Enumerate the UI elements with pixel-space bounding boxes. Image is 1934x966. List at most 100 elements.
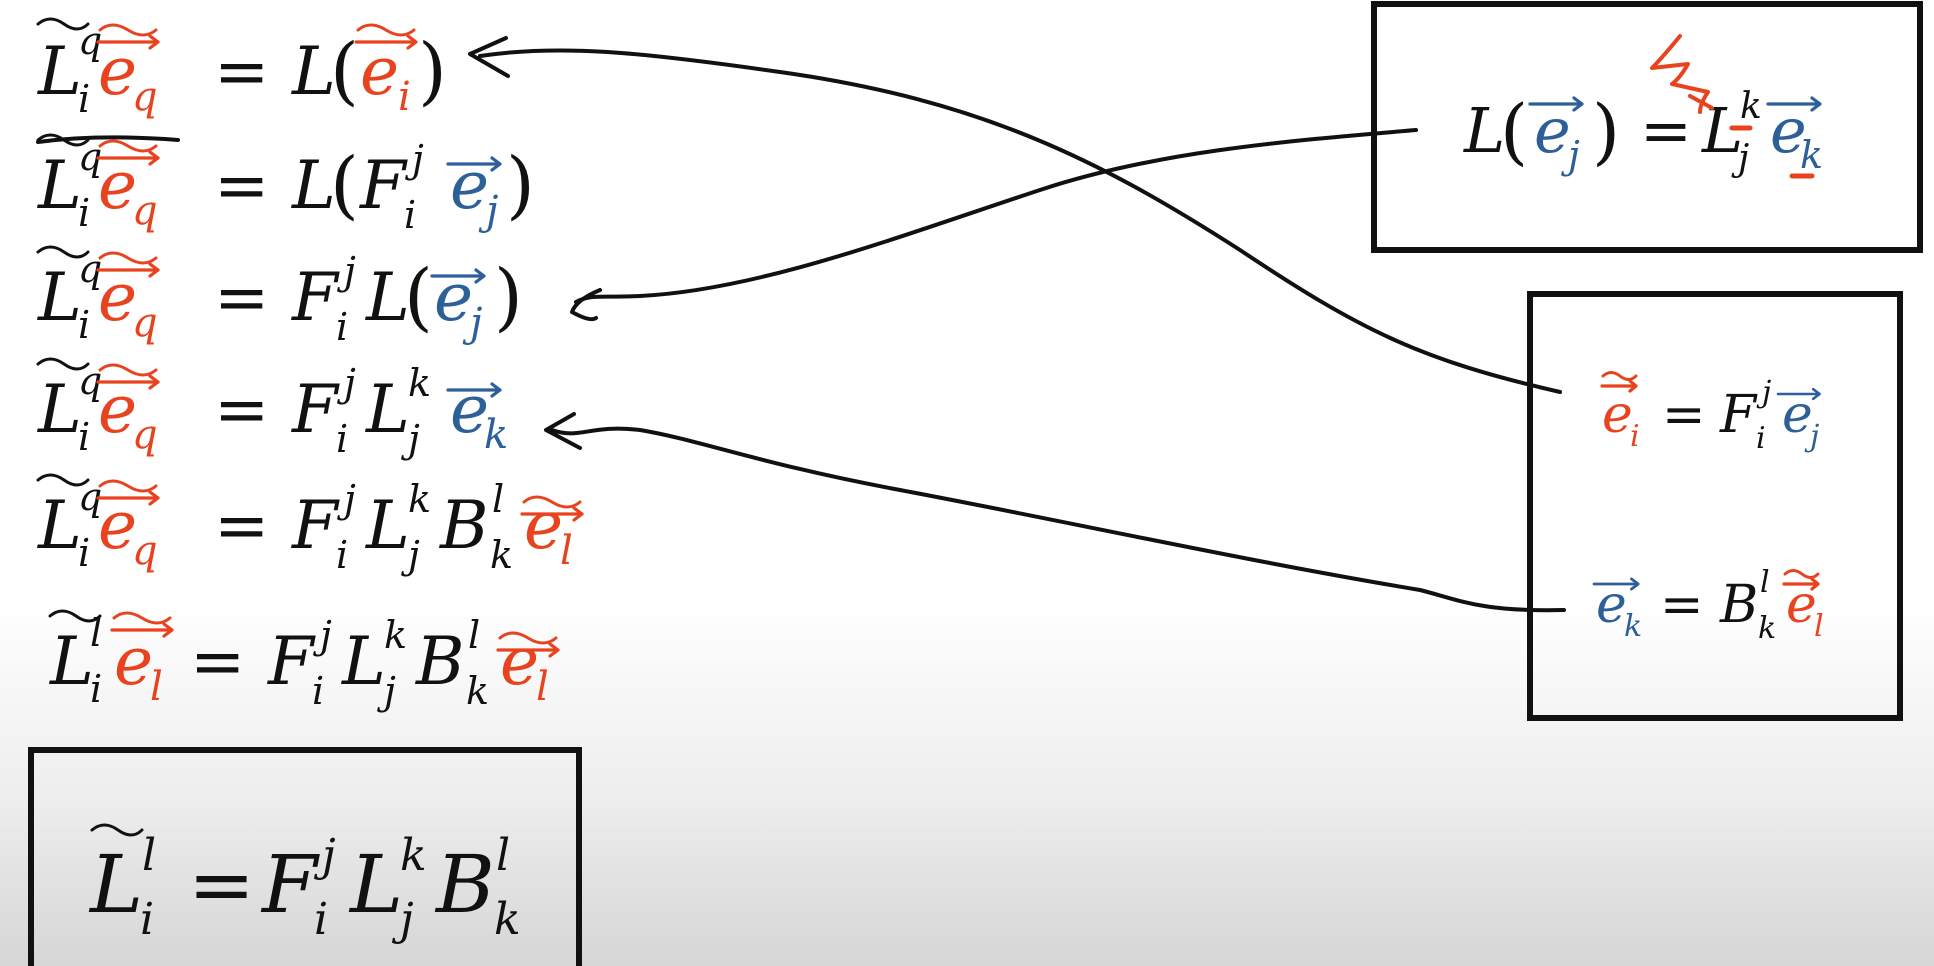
math-symbol-eq: = bbox=[188, 838, 255, 931]
math-symbol-F: F bbox=[291, 371, 340, 448]
math-symbol-k: k bbox=[408, 477, 431, 521]
math-symbol-L: L bbox=[365, 371, 410, 448]
math-symbol-L: L bbox=[37, 487, 82, 564]
math-symbol-lp: ( bbox=[1500, 89, 1528, 173]
result-box: L l i = F j i L k j B l k bbox=[28, 747, 582, 966]
math-symbol-i: i bbox=[336, 305, 348, 349]
math-symbol-k: k bbox=[490, 533, 513, 577]
math-symbol-i: i bbox=[1756, 421, 1766, 456]
math-symbol-L: L bbox=[49, 623, 94, 700]
tilde-icon bbox=[90, 823, 144, 837]
math-symbol-L: L bbox=[37, 147, 82, 224]
math-symbol-l: l bbox=[560, 528, 573, 574]
math-symbol-k: k bbox=[384, 613, 407, 657]
math-symbol-k: k bbox=[1740, 86, 1762, 127]
math-symbol-k: k bbox=[1800, 133, 1823, 177]
derivation-steps: L q i e q = L ( e i ) L q i e q = L bbox=[36, 17, 584, 713]
math-symbol-rp: ) bbox=[1592, 89, 1620, 173]
math-symbol-e: e bbox=[360, 33, 399, 110]
math-symbol-l: l bbox=[468, 613, 480, 657]
math-symbol-l: l bbox=[1760, 565, 1770, 600]
math-symbol-k: k bbox=[484, 412, 508, 458]
math-symbol-L: L bbox=[291, 33, 336, 110]
math-symbol-L: L bbox=[291, 147, 336, 224]
math-symbol-e: e bbox=[1596, 575, 1627, 635]
math-symbol-F: F bbox=[260, 838, 320, 931]
arrow-backward-transform-to-line-4 bbox=[550, 426, 1566, 613]
math-symbol-l: l bbox=[536, 664, 549, 710]
math-symbol-l: l bbox=[142, 830, 156, 881]
arrowhead-line-3 bbox=[570, 288, 602, 322]
math-symbol-i: i bbox=[78, 531, 90, 575]
math-symbol-e: e bbox=[434, 259, 473, 336]
math-symbol-L: L bbox=[88, 838, 143, 931]
math-symbol-l: l bbox=[492, 477, 504, 521]
derivation-line-6: L l i e l = F j i L k j B l k e l bbox=[48, 609, 560, 713]
math-symbol-eq: = bbox=[190, 623, 245, 700]
math-symbol-e: e bbox=[98, 147, 137, 224]
arrowhead-line-1 bbox=[468, 36, 510, 78]
math-symbol-L: L bbox=[37, 259, 82, 336]
math-symbol-i: i bbox=[78, 77, 90, 121]
math-symbol-i: i bbox=[312, 669, 324, 713]
math-symbol-e: e bbox=[98, 33, 137, 110]
math-symbol-e: e bbox=[1786, 575, 1817, 635]
math-symbol-e: e bbox=[450, 147, 489, 224]
math-symbol-e: e bbox=[1782, 385, 1813, 445]
math-symbol-eq: = bbox=[214, 147, 269, 224]
arrow-forward-transform-to-line-1 bbox=[478, 48, 1562, 394]
math-symbol-l: l bbox=[90, 611, 102, 655]
math-symbol-i: i bbox=[78, 303, 90, 347]
math-symbol-B: B bbox=[415, 623, 465, 700]
math-symbol-j: j bbox=[337, 249, 356, 293]
math-symbol-rp: ) bbox=[494, 254, 523, 340]
math-symbol-k: k bbox=[1624, 609, 1642, 644]
math-symbol-i: i bbox=[140, 894, 154, 945]
math-symbol-F: F bbox=[1719, 385, 1758, 445]
math-symbol-k: k bbox=[400, 830, 427, 881]
math-symbol-F: F bbox=[291, 259, 340, 336]
math-symbol-B: B bbox=[434, 838, 495, 931]
math-symbol-q: q bbox=[132, 188, 158, 234]
math-symbol-rp: ) bbox=[418, 28, 447, 114]
math-symbol-lp: ( bbox=[330, 28, 359, 114]
math-symbol-l: l bbox=[496, 830, 510, 881]
math-symbol-i: i bbox=[336, 533, 348, 577]
math-symbol-B: B bbox=[1719, 575, 1758, 635]
math-symbol-e: e bbox=[98, 371, 137, 448]
math-symbol-F: F bbox=[359, 147, 408, 224]
math-symbol-L: L bbox=[365, 259, 410, 336]
connector-arrows bbox=[468, 36, 1566, 613]
backward-transform-eq: e k = B l k e l bbox=[1592, 565, 1824, 646]
math-symbol-e: e bbox=[524, 487, 563, 564]
math-symbol-i: i bbox=[78, 415, 90, 459]
math-symbol-eq: = bbox=[1640, 94, 1692, 167]
math-symbol-eq: = bbox=[214, 259, 269, 336]
underline-stroke bbox=[36, 135, 180, 144]
forward-transform-eq: e i = F j i e j bbox=[1600, 370, 1821, 456]
math-symbol-eq: = bbox=[214, 371, 269, 448]
math-symbol-e: e bbox=[1534, 94, 1571, 167]
math-symbol-L: L bbox=[365, 487, 410, 564]
math-symbol-lp: ( bbox=[330, 142, 359, 228]
math-symbol-l: l bbox=[1814, 609, 1824, 644]
math-symbol-k: k bbox=[408, 361, 431, 405]
math-symbol-j: j bbox=[337, 477, 356, 521]
math-symbol-l: l bbox=[150, 664, 163, 710]
math-symbol-j: j bbox=[405, 137, 424, 181]
math-symbol-L: L bbox=[1463, 94, 1505, 167]
math-symbol-eq: = bbox=[1662, 385, 1706, 445]
math-symbol-q: q bbox=[132, 74, 158, 120]
math-symbol-L: L bbox=[341, 623, 386, 700]
math-symbol-F: F bbox=[267, 623, 316, 700]
math-symbol-i: i bbox=[404, 193, 416, 237]
math-symbol-lp: ( bbox=[404, 254, 433, 340]
arrow-definition-to-line-3 bbox=[574, 128, 1418, 304]
math-symbol-eq: = bbox=[214, 33, 269, 110]
math-symbol-j: j bbox=[337, 361, 356, 405]
math-symbol-i: i bbox=[90, 667, 102, 711]
red-scribble-mark bbox=[1650, 34, 1714, 114]
arrowhead-line-4 bbox=[544, 412, 582, 450]
math-symbol-q: q bbox=[132, 412, 158, 458]
